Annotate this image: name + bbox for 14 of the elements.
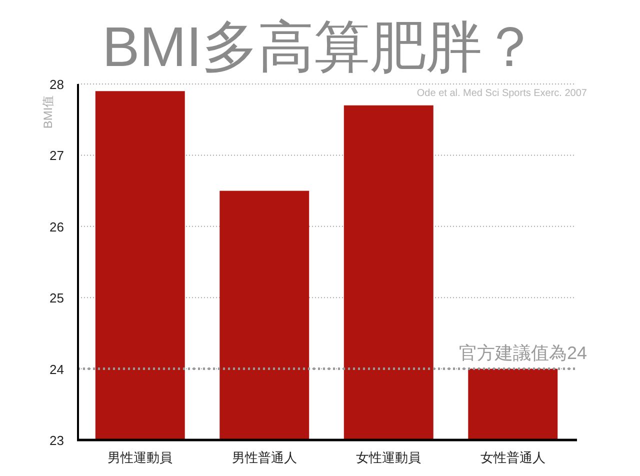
y-tick-label: 23 <box>50 433 64 448</box>
y-tick-label: 26 <box>50 219 64 234</box>
x-tick-label: 男性運動員 <box>108 450 173 465</box>
annotation: Ode et al. Med Sci Sports Exerc. 2007 <box>416 88 588 99</box>
x-tick-label: 女性運動員 <box>356 450 422 465</box>
y-tick-label: 28 <box>50 77 64 92</box>
y-axis-title: BMI值 <box>41 95 55 129</box>
title: BMI多高算肥胖？ <box>102 15 538 78</box>
y-tick-label: 24 <box>50 362 64 377</box>
x-tick-label: 女性普通人 <box>480 450 546 465</box>
y-tick-label: 25 <box>50 290 64 306</box>
x-tick-label: 男性普通人 <box>232 450 297 465</box>
y-tick-label: 27 <box>50 148 64 164</box>
ref-line-label: 官方建議值為24 <box>458 342 587 363</box>
